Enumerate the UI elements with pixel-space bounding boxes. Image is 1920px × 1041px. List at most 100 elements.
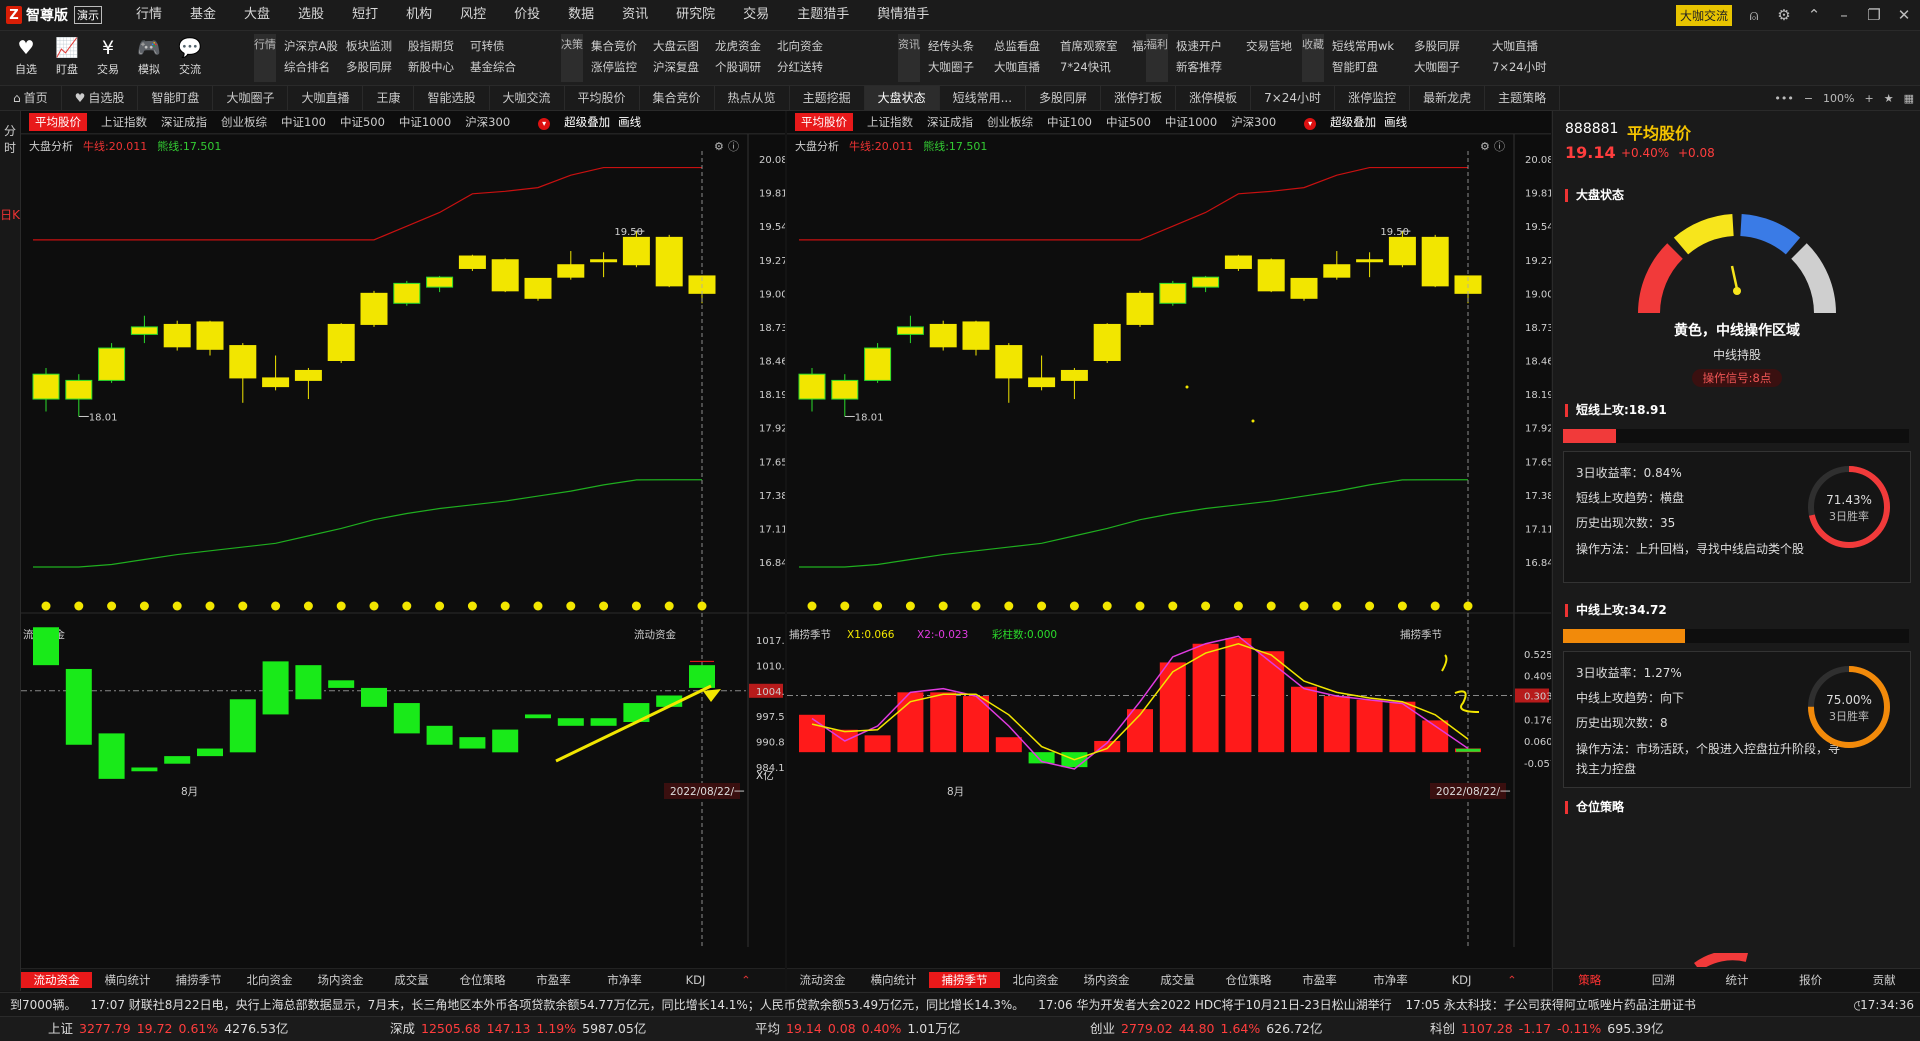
toolbar-link[interactable]: 沪深复盘	[653, 60, 699, 74]
toolbar-link[interactable]: 智能盯盘	[1332, 60, 1378, 74]
kline-chart[interactable]: 20.08 19.81 19.54 19.27 19.00 18.73 18.46 18.19…	[21, 111, 785, 969]
indicator-tab[interactable]: 成交量	[394, 973, 429, 987]
tab-item[interactable]: 大咖圈子	[213, 86, 289, 110]
draw-line-button[interactable]: 画线	[618, 115, 642, 129]
toolbar-button[interactable]: ♥ 自选	[4, 35, 48, 77]
menu-item[interactable]: 机构	[406, 7, 433, 22]
index-item[interactable]: 中证1000	[398, 115, 452, 129]
menu-item[interactable]: 主题猎手	[797, 7, 850, 22]
minimize-icon[interactable]: –	[1840, 6, 1848, 24]
indicator-tab[interactable]: 流动资金	[21, 972, 92, 988]
toolbar-link[interactable]: 板块监测	[346, 39, 392, 53]
right-tab[interactable]: 统计	[1725, 973, 1749, 987]
toolbar-link[interactable]: 总监看盘	[994, 39, 1040, 53]
news-item[interactable]: 17:05 永太科技：子公司获得阿立哌唑片药品注册证书	[1405, 998, 1696, 1012]
toolbar-link[interactable]: 综合排名	[284, 60, 330, 74]
overlay-button[interactable]: 超级叠加	[1330, 115, 1377, 129]
toolbar-link[interactable]: 大咖直播	[994, 60, 1040, 74]
toolbar-link[interactable]: 大咖直播	[1492, 39, 1538, 53]
menu-item[interactable]: 大盘	[244, 7, 271, 22]
news-item[interactable]: 到7000辆。	[10, 998, 77, 1012]
toolbar-link[interactable]: 股指期货	[408, 39, 454, 53]
tab-item[interactable]: 王康	[363, 86, 415, 110]
indicator-tab[interactable]: 横向统计	[870, 973, 917, 987]
tab-item[interactable]: 多股同屏	[1026, 86, 1102, 110]
dropdown-icon[interactable]: ▾	[524, 115, 551, 130]
right-tab[interactable]: 策略	[1578, 973, 1602, 987]
indicator-tab[interactable]: KDJ	[685, 973, 706, 987]
menu-item[interactable]: 行情	[136, 7, 163, 22]
menu-item[interactable]: 选股	[298, 7, 325, 22]
index-status[interactable]: 科创 1107.28 -1.17 -0.11% 695.39亿	[1430, 1017, 1664, 1041]
toolbar-link[interactable]: 7*24快讯	[1060, 60, 1111, 74]
zoom-out-icon[interactable]: −	[1803, 91, 1814, 105]
rail-daily-k[interactable]: 日K	[0, 208, 20, 222]
index-item[interactable]: 创业板综	[221, 115, 267, 129]
toolbar-link[interactable]: 交易营地	[1246, 39, 1292, 53]
collapse-icon[interactable]: ⌃	[1807, 6, 1821, 24]
toolbar-group-tag[interactable]: 资讯	[898, 34, 920, 82]
menu-item[interactable]: 基金	[190, 7, 217, 22]
indicator-tab[interactable]: 市盈率	[536, 973, 571, 987]
indicator-tab[interactable]: 捕捞季节	[175, 973, 222, 987]
index-status[interactable]: 平均 19.14 0.08 0.40% 1.01万亿	[755, 1017, 960, 1041]
settings-icon[interactable]: ⚙	[1777, 6, 1791, 24]
toolbar-button[interactable]: ¥ 交易	[86, 35, 130, 77]
index-item[interactable]: 平均股价	[795, 113, 853, 131]
toolbar-group-tag[interactable]: 收藏	[1302, 34, 1324, 82]
restore-icon[interactable]: ❐	[1867, 6, 1881, 24]
menu-item[interactable]: 数据	[568, 7, 595, 22]
tab-item[interactable]: ♥ 自选股	[62, 86, 139, 110]
indicator-tab[interactable]: 仓位策略	[1225, 973, 1272, 987]
menu-item[interactable]: 风控	[460, 7, 487, 22]
toolbar-link[interactable]: 分红送转	[777, 60, 823, 74]
indicator-tab[interactable]: KDJ	[1451, 973, 1472, 987]
tab-item[interactable]: 大咖交流	[490, 86, 565, 110]
index-item[interactable]: 中证100	[281, 115, 326, 129]
tab-item[interactable]: ⌂ 首页	[0, 86, 62, 110]
toolbar-link[interactable]: 集合竞价	[591, 39, 637, 53]
indicator-tab[interactable]: 北向资金	[1012, 973, 1059, 987]
index-item[interactable]: 沪深300	[1231, 115, 1277, 129]
toolbar-link[interactable]: 新客推荐	[1176, 60, 1222, 74]
tab-item[interactable]: 大咖直播	[288, 86, 364, 110]
dropdown-icon[interactable]: ▾	[1290, 115, 1317, 130]
draw-line-button[interactable]: 画线	[1384, 115, 1408, 129]
toolbar-group-tag[interactable]: 行情	[254, 34, 276, 82]
indicator-tab[interactable]: 成交量	[1160, 973, 1195, 987]
toolbar-link[interactable]: 沪深京A股	[284, 39, 338, 53]
index-item[interactable]: 创业板综	[987, 115, 1033, 129]
indicator-tab[interactable]: 场内资金	[1083, 973, 1130, 987]
tab-item[interactable]: 涨停打板	[1101, 86, 1177, 110]
indicator-tab[interactable]: 市净率	[607, 973, 642, 987]
tab-item[interactable]: 主题挖掘	[790, 86, 865, 110]
tab-item[interactable]: 平均股价	[565, 86, 640, 110]
toolbar-link[interactable]: 涨停监控	[591, 60, 637, 74]
indicator-tab[interactable]: 市净率	[1373, 973, 1408, 987]
index-status[interactable]: 深成 12505.68 147.13 1.19% 5987.05亿	[390, 1017, 646, 1041]
rail-timeshare[interactable]: 分时	[3, 124, 16, 155]
toolbar-link[interactable]: 可转债	[470, 39, 505, 53]
tab-item[interactable]: 7×24小时	[1251, 86, 1336, 110]
tab-item[interactable]: 集合竞价	[640, 86, 715, 110]
menu-item[interactable]: 短打	[352, 7, 379, 22]
indicator-tab[interactable]: 场内资金	[317, 973, 364, 987]
index-item[interactable]: 中证100	[1047, 115, 1092, 129]
overlay-button[interactable]: 超级叠加	[564, 115, 611, 129]
expand-icon[interactable]: ⌃	[741, 973, 751, 987]
indicator-tab[interactable]: 市盈率	[1302, 973, 1337, 987]
index-item[interactable]: 中证500	[1105, 115, 1151, 129]
toolbar-group-tag[interactable]: 福利	[1146, 34, 1168, 82]
toolbar-link[interactable]: 多股同屏	[1414, 39, 1460, 53]
zoom-in-icon[interactable]: +	[1864, 91, 1874, 105]
tab-item[interactable]: 智能选股	[414, 86, 490, 110]
index-item[interactable]: 沪深300	[465, 115, 511, 129]
toolbar-link[interactable]: 首席观察室	[1060, 39, 1118, 53]
indicator-tab[interactable]: 横向统计	[104, 973, 151, 987]
menu-item[interactable]: 研究院	[676, 7, 716, 22]
indicator-tab[interactable]: 捕捞季节	[929, 972, 1000, 988]
grid-icon[interactable]: ▦	[1903, 91, 1914, 105]
index-item[interactable]: 上证指数	[867, 115, 913, 129]
index-item[interactable]: 中证1000	[1164, 115, 1218, 129]
close-icon[interactable]: ✕	[1897, 6, 1911, 24]
